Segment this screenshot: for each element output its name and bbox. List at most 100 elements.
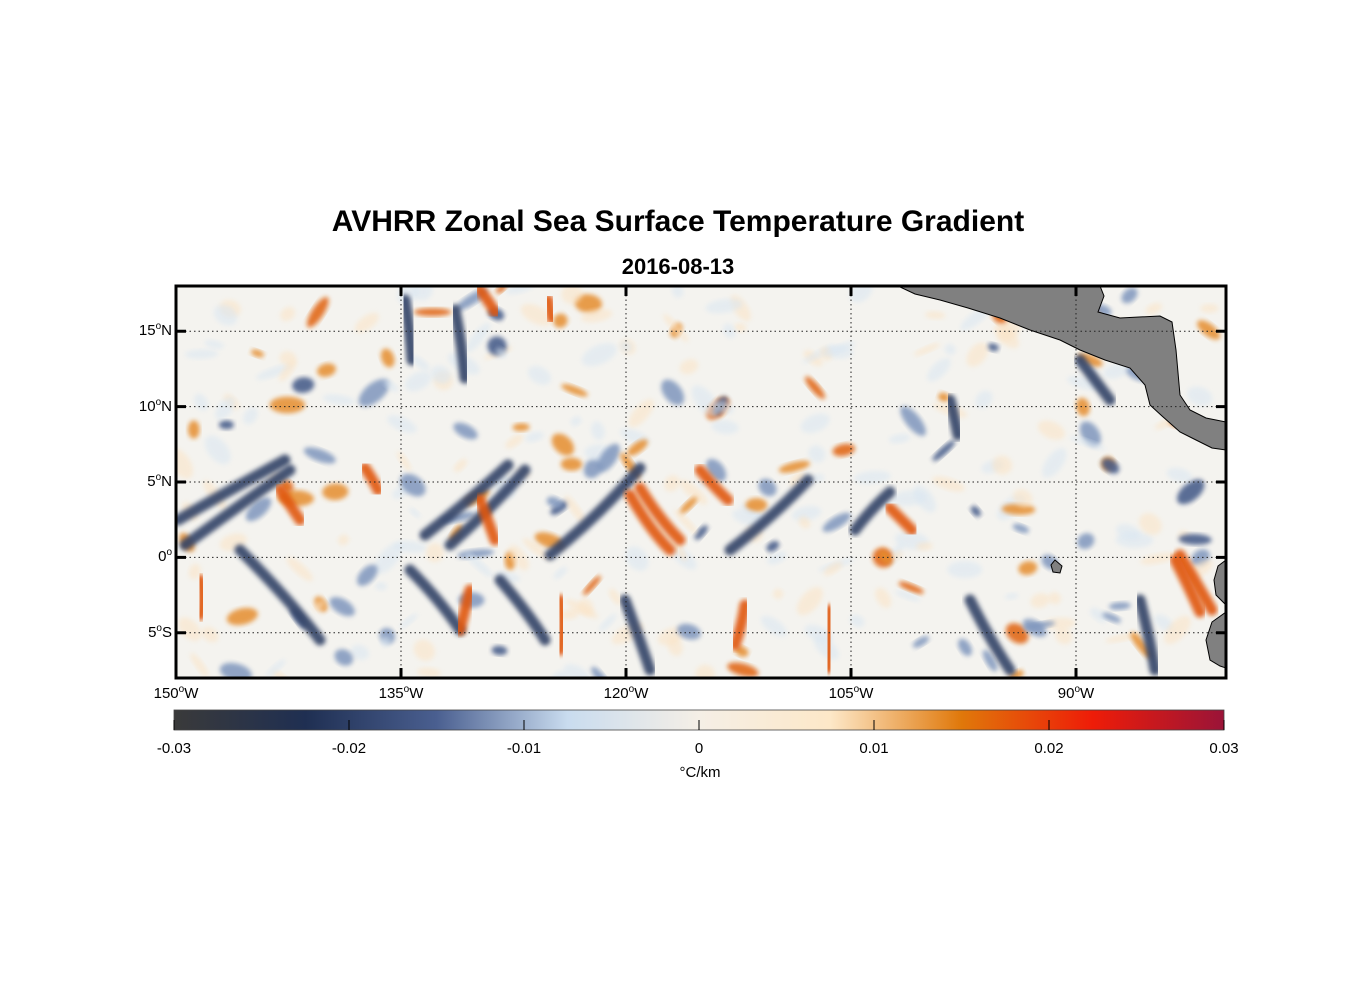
positive-gradient-band [542, 294, 558, 324]
gradient-blob [1055, 627, 1073, 645]
negative-gradient-band [1074, 354, 1116, 406]
positive-gradient-band [634, 482, 686, 546]
gradient-blob [356, 564, 378, 586]
gradient-blob [465, 322, 491, 353]
gradient-blob [925, 311, 946, 320]
label-number: 135 [378, 685, 404, 702]
gradient-blob [1140, 552, 1177, 565]
gradient-blob [278, 359, 297, 382]
gradient-blob [375, 582, 387, 591]
colorbar-tick-label: -0.02 [331, 740, 367, 757]
gradient-blob [292, 377, 315, 393]
positive-gradient-band [729, 599, 751, 651]
gradient-blob [520, 303, 553, 326]
label-degree: o [403, 684, 410, 695]
gradient-blob [596, 443, 620, 473]
positive-gradient-band [194, 574, 208, 621]
gradient-blob [661, 379, 685, 406]
gradient-blob [745, 498, 768, 512]
gradient-blob [465, 552, 493, 578]
label-hemisphere: W [859, 685, 874, 702]
colorbar-tick-label: 0.03 [1209, 740, 1239, 757]
negative-gradient-band [724, 474, 814, 556]
galapagos-island [1050, 559, 1063, 574]
positive-gradient-band [454, 584, 476, 636]
label-number: 105 [828, 685, 854, 702]
gradient-blob [505, 434, 524, 449]
gradient-blob [580, 308, 613, 323]
land-mass-north [897, 286, 1226, 451]
gradient-blob [822, 512, 851, 532]
gradient-blob [578, 598, 594, 616]
gradient-blob [798, 516, 811, 529]
gradient-blob [561, 384, 588, 397]
gradient-blob [832, 443, 856, 457]
gradient-blob [425, 543, 444, 563]
gradient-blob [546, 496, 563, 509]
gradient-blob [727, 662, 759, 677]
gradient-blob [525, 431, 544, 443]
gradient-blob [667, 637, 683, 657]
positive-gradient-band [624, 489, 676, 556]
positive-gradient-band [474, 494, 501, 546]
gradient-blob [176, 447, 194, 479]
gradient-blob [1115, 523, 1141, 540]
gradient-blob [184, 349, 219, 359]
negative-gradient-band [399, 294, 418, 366]
gradient-blob [561, 286, 583, 305]
gradient-blob [553, 566, 568, 580]
gradient-blob [201, 626, 219, 643]
gradient-blob [680, 496, 698, 514]
colorbar-tick-label: 0.01 [859, 740, 889, 757]
gradient-blob [250, 349, 265, 358]
negative-gradient-band [176, 454, 291, 526]
lon-label: 90oW [1036, 684, 1116, 702]
label-number: 0 [158, 548, 167, 566]
gradient-blob [574, 294, 603, 313]
negative-gradient-band [179, 464, 296, 551]
gradient-blob [374, 543, 402, 574]
gradient-blob [1048, 592, 1061, 605]
gradient-blob [550, 501, 568, 515]
gradient-blob [412, 286, 433, 301]
gradient-blob [581, 343, 617, 367]
gradient-blob [1005, 623, 1029, 644]
gradient-blob [405, 371, 432, 392]
gradient-blob [563, 664, 592, 678]
gradient-blob [778, 460, 811, 473]
gradient-blob [453, 422, 478, 440]
label-hemisphere: W [1080, 685, 1095, 702]
gradient-blob [280, 307, 296, 322]
gradient-blob [393, 540, 427, 553]
gradient-blob [970, 505, 981, 517]
label-hemisphere: S [161, 623, 172, 641]
gradient-blob [215, 397, 235, 420]
gradient-blob [913, 343, 941, 356]
gradient-blob [808, 445, 826, 463]
lon-label: 150oW [136, 684, 216, 702]
gradient-blob [1042, 448, 1067, 478]
label-hemisphere: W [409, 685, 424, 702]
label-degree: o [155, 472, 162, 483]
gradient-blob [715, 400, 734, 415]
gradient-blob [1121, 287, 1138, 304]
gradient-blob [664, 475, 680, 492]
label-degree: o [853, 684, 860, 695]
gradient-blob [1166, 467, 1193, 483]
gradient-blob [691, 385, 720, 418]
gradient-blob [608, 588, 622, 605]
gradient-blob [306, 297, 329, 328]
gradient-blob [888, 433, 911, 444]
gradient-blob [791, 506, 822, 521]
label-number: 150 [153, 685, 179, 702]
land-mass-south-coast [1205, 611, 1226, 669]
gradient-blob [409, 507, 421, 518]
gradient-blob [879, 550, 892, 564]
gradient-blob [1145, 302, 1162, 315]
gradient-blob [1108, 602, 1131, 610]
positive-gradient-band [474, 286, 501, 318]
gradient-blob [732, 509, 764, 526]
gradient-blob [734, 323, 747, 332]
gradient-blob [522, 538, 552, 560]
gradient-blob [358, 378, 390, 407]
